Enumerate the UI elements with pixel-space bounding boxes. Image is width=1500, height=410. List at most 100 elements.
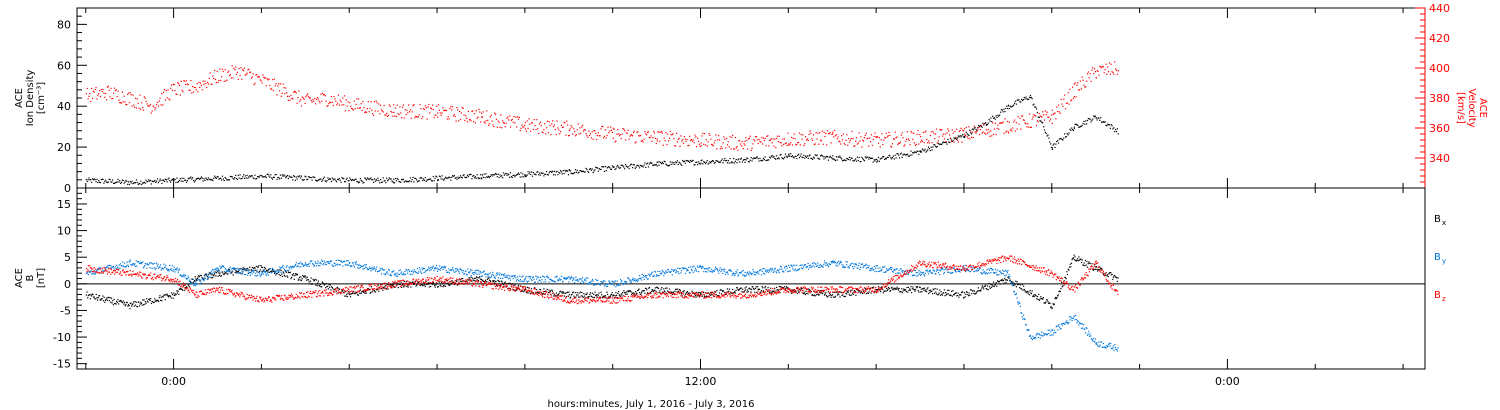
velocity-point	[100, 88, 102, 91]
velocity-point	[659, 140, 661, 142]
density-point	[289, 176, 291, 178]
velocity-point	[998, 128, 1000, 130]
velocity-point	[348, 110, 350, 112]
bx-point	[565, 292, 567, 294]
velocity-point	[377, 110, 379, 112]
velocity-point	[770, 138, 772, 140]
density-point	[286, 176, 288, 178]
bx-point	[96, 299, 99, 301]
bx-point	[608, 296, 610, 298]
density-point	[571, 173, 573, 175]
by-point	[125, 265, 128, 267]
velocity-point	[1052, 113, 1054, 115]
density-point	[732, 162, 734, 164]
field-axis-label-line: ACE	[14, 268, 25, 288]
by-point	[241, 270, 243, 272]
velocity-point	[256, 73, 258, 76]
velocity-point	[1104, 69, 1106, 71]
velocity-point	[1044, 110, 1046, 112]
bx-point	[168, 295, 170, 297]
velocity-point	[774, 138, 776, 140]
bx-point	[1115, 276, 1117, 278]
bx-point	[796, 292, 799, 295]
bx-point	[432, 283, 434, 285]
density-point	[465, 177, 467, 179]
bx-point	[123, 301, 126, 304]
bx-point	[863, 292, 866, 294]
by-point	[505, 276, 508, 278]
field-tick-label: 0	[64, 278, 71, 291]
density-point	[419, 177, 421, 179]
bx-point	[447, 283, 449, 285]
by-point	[469, 268, 472, 271]
velocity-point	[1100, 67, 1103, 69]
by-point	[537, 281, 539, 283]
bx-point	[222, 273, 224, 275]
by-point	[103, 270, 105, 272]
by-point	[646, 278, 649, 280]
bx-point	[353, 292, 356, 294]
bx-point	[193, 280, 195, 283]
by-point	[239, 272, 242, 275]
by-point	[541, 275, 544, 277]
bx-point	[656, 286, 658, 289]
top-panel-frame	[76, 7, 1426, 189]
density-point	[963, 136, 966, 139]
bx-point	[162, 296, 164, 298]
density-point	[771, 155, 773, 157]
velocity-point	[216, 70, 218, 73]
bx-point	[1114, 274, 1116, 277]
by-point	[470, 275, 472, 277]
bx-point	[114, 302, 116, 305]
density-point	[841, 158, 843, 160]
by-point	[484, 273, 487, 275]
bx-point	[551, 289, 553, 291]
bx-point	[897, 289, 900, 291]
bx-point	[346, 296, 349, 298]
density-point	[545, 170, 548, 173]
bx-point	[667, 290, 669, 292]
density-point	[460, 176, 462, 178]
density-point	[664, 161, 666, 163]
density-point	[284, 175, 286, 177]
velocity-point	[444, 109, 447, 111]
by-point	[665, 271, 668, 274]
density-point	[415, 179, 418, 181]
velocity-point	[221, 68, 224, 70]
density-point	[143, 181, 145, 183]
velocity-point	[502, 120, 504, 122]
bx-point	[356, 292, 358, 294]
density-point	[610, 168, 613, 170]
velocity-point	[396, 104, 398, 106]
velocity-point	[1021, 115, 1024, 117]
bx-point	[561, 291, 563, 293]
density-point	[1076, 124, 1078, 126]
bx-point	[304, 275, 306, 277]
by-point	[312, 263, 314, 265]
density-point	[92, 179, 95, 181]
bx-point	[246, 267, 248, 270]
bx-point	[542, 292, 544, 294]
velocity-point	[763, 139, 765, 142]
bx-point	[987, 285, 989, 287]
velocity-point	[1086, 80, 1088, 82]
density-point	[842, 159, 844, 161]
bx-point	[808, 288, 810, 290]
bx-point	[248, 269, 250, 271]
velocity-point	[725, 147, 727, 149]
by-point	[572, 280, 574, 282]
bx-point	[1089, 262, 1091, 264]
by-point	[192, 283, 194, 285]
bx-point	[612, 294, 614, 296]
velocity-point	[797, 142, 799, 144]
density-point	[1005, 107, 1007, 110]
density-point	[276, 178, 278, 181]
density-point	[973, 127, 975, 129]
bx-point	[398, 283, 400, 285]
bx-point	[853, 289, 856, 292]
by-point	[654, 270, 656, 273]
density-point	[225, 177, 227, 180]
bx-point	[523, 291, 525, 293]
velocity-point	[832, 133, 834, 135]
bx-point	[192, 278, 194, 280]
